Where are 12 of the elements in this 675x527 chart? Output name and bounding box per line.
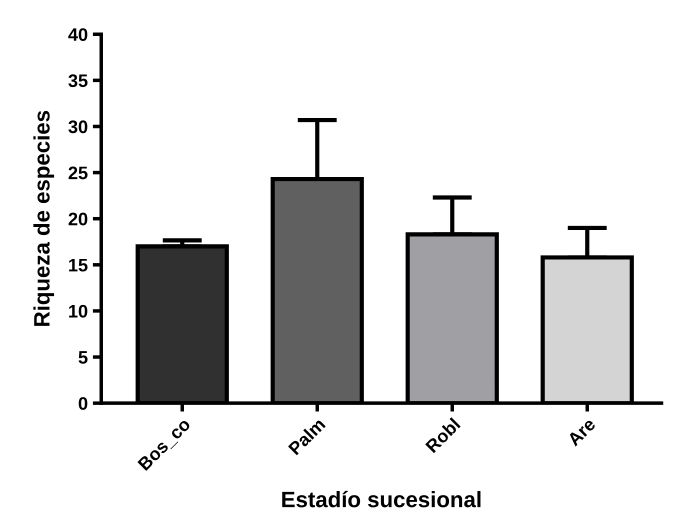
y-tick-label: 10 [69, 304, 88, 318]
y-tick-label: 5 [78, 351, 88, 364]
y-tick-label: 25 [68, 166, 88, 180]
x-tick-label: Are [566, 417, 596, 447]
y-tick-label: 15 [69, 258, 88, 272]
y-tick-label: 20 [68, 212, 88, 226]
y-tick-label: 40 [68, 28, 88, 41]
y-tick-label: 0 [78, 397, 88, 410]
x-axis-title: Estadío sucesional [282, 490, 480, 508]
y-tick-label: 30 [68, 120, 88, 134]
y-tick-label: 35 [68, 74, 88, 88]
y-axis-title: Riqueza de especies [33, 110, 54, 326]
